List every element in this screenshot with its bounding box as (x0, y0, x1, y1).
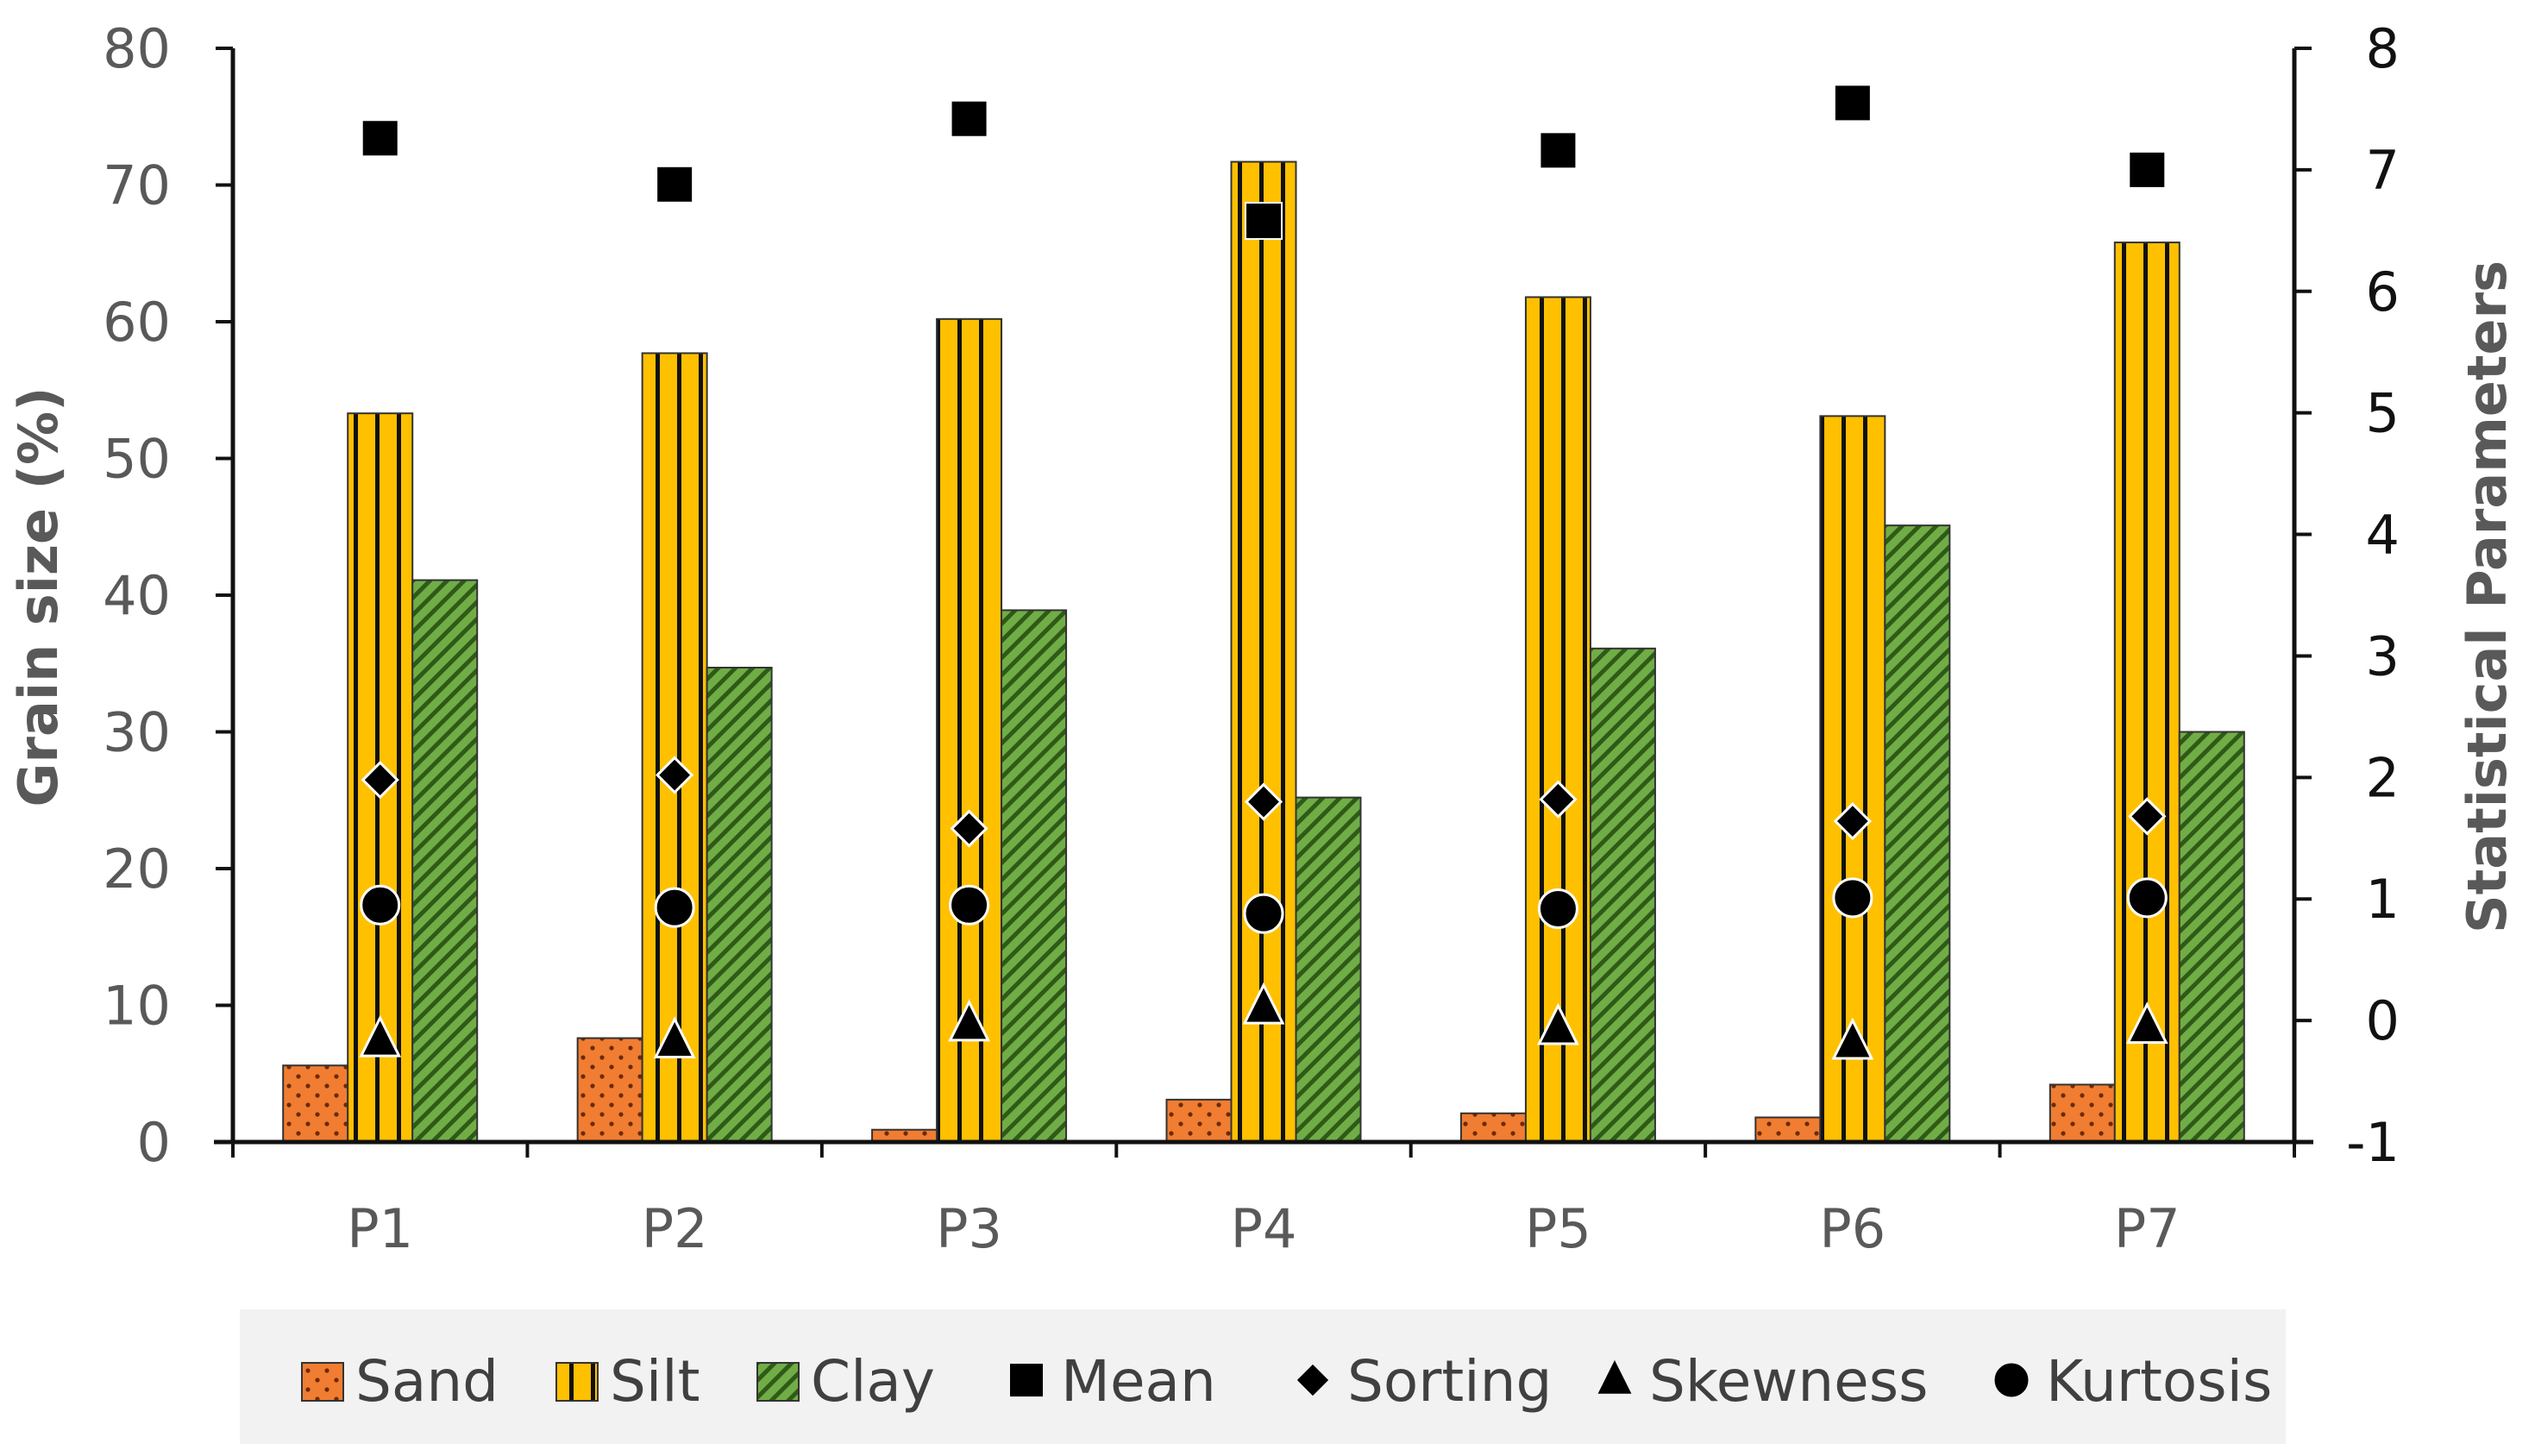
legend-label-kurtosis: Kurtosis (2046, 1348, 2272, 1415)
y-left-tick-label: 40 (103, 564, 171, 627)
bar-sand-p6 (1754, 1116, 1822, 1143)
marker-kurtosis-p4 (1243, 893, 1284, 934)
legend-marker-skewness (1597, 1359, 1632, 1394)
marker-sorting-p6 (1833, 801, 1872, 841)
y-left-tick-label: 80 (103, 17, 171, 80)
bar-clay-p4 (1295, 796, 1362, 1144)
y-right-tick-label: 4 (2366, 504, 2400, 567)
legend-marker-kurtosis (1994, 1363, 2029, 1397)
marker-mean-p1 (361, 119, 399, 158)
marker-kurtosis-p6 (1832, 877, 1873, 919)
y-left-tick-label: 30 (103, 701, 171, 764)
legend-marker-mean (1010, 1364, 1043, 1396)
bar-sand-p4 (1165, 1098, 1233, 1143)
legend-label-clay: Clay (811, 1348, 935, 1415)
x-tick-label: P1 (347, 1197, 413, 1260)
y-right-tick-label: 7 (2366, 139, 2400, 202)
y-right-tick-label: -1 (2346, 1111, 2400, 1174)
y-right-tick-label: 1 (2366, 868, 2400, 931)
x-tick-label: P7 (2114, 1197, 2180, 1260)
bar-clay-p7 (2178, 731, 2245, 1143)
y-left-tick-label: 0 (137, 1111, 171, 1174)
marker-mean-p5 (1539, 131, 1578, 170)
bar-clay-p6 (1884, 524, 1951, 1143)
marker-skewness-p4 (1242, 982, 1285, 1025)
legend-label-silt: Silt (610, 1348, 700, 1415)
legend-box (240, 1309, 2286, 1444)
y-left-tick-label: 60 (103, 291, 171, 354)
marker-mean-p4 (1245, 202, 1283, 241)
marker-mean-p7 (2128, 150, 2167, 189)
y-left-tick-label: 70 (103, 154, 171, 217)
y-axis-left-label: Grain size (%) (7, 387, 70, 807)
bar-silt-p2 (641, 352, 708, 1143)
marker-skewness-p3 (948, 999, 990, 1042)
marker-sorting-p3 (950, 809, 988, 848)
marker-mean-p6 (1833, 84, 1872, 122)
x-tick-label: P3 (936, 1197, 1002, 1260)
marker-kurtosis-p5 (1537, 888, 1578, 929)
y-right-tick-label: 0 (2366, 989, 2400, 1052)
y-right-tick-label: 3 (2366, 624, 2400, 687)
marker-sorting-p4 (1244, 782, 1283, 821)
x-tick-label: P5 (1525, 1197, 1591, 1260)
legend-swatch-sand (301, 1362, 344, 1402)
y-left-tick-label: 10 (103, 975, 171, 1038)
y-right-tick-label: 5 (2366, 382, 2400, 445)
x-tick-label: P2 (642, 1197, 708, 1260)
marker-skewness-p5 (1537, 1002, 1579, 1045)
bar-sand-p1 (282, 1064, 349, 1143)
marker-mean-p2 (656, 165, 694, 204)
legend-label-mean: Mean (1061, 1348, 1216, 1415)
legend-marker-sorting (1296, 1364, 1329, 1396)
marker-kurtosis-p3 (949, 884, 990, 926)
x-tick-label: P4 (1231, 1197, 1297, 1260)
legend-label-sorting: Sorting (1347, 1348, 1552, 1415)
marker-sorting-p7 (2128, 797, 2167, 836)
y-left-tick-label: 20 (103, 838, 171, 901)
y-left-tick-label: 50 (103, 428, 171, 491)
legend-label-sand: Sand (355, 1348, 499, 1415)
marker-skewness-p6 (1831, 1017, 1874, 1060)
legend-swatch-silt (555, 1362, 599, 1402)
y-right-tick-label: 6 (2366, 260, 2400, 323)
marker-skewness-p7 (2125, 1001, 2168, 1045)
marker-sorting-p1 (361, 761, 399, 800)
bar-silt-p7 (2113, 242, 2180, 1144)
legend-swatch-clay (756, 1362, 800, 1402)
marker-kurtosis-p1 (360, 884, 401, 926)
marker-skewness-p1 (359, 1014, 402, 1057)
marker-sorting-p2 (656, 756, 694, 794)
y-right-tick-label: 2 (2366, 746, 2400, 809)
y-right-tick-label: 8 (2366, 17, 2400, 80)
marker-sorting-p5 (1539, 780, 1578, 819)
bar-clay-p5 (1589, 647, 1656, 1143)
bar-sand-p5 (1459, 1112, 1527, 1143)
y-axis-right-label: Statistical Parameters (2456, 260, 2519, 933)
bar-sand-p2 (576, 1037, 643, 1144)
marker-kurtosis-p2 (654, 887, 695, 928)
bar-clay-p3 (1001, 609, 1068, 1143)
legend-label-skewness: Skewness (1649, 1348, 1929, 1415)
marker-kurtosis-p7 (2126, 877, 2168, 919)
x-tick-label: P6 (1819, 1197, 1886, 1260)
marker-skewness-p2 (653, 1016, 696, 1059)
bar-clay-p1 (411, 579, 479, 1143)
marker-mean-p3 (950, 99, 988, 138)
bar-sand-p7 (2049, 1083, 2116, 1144)
bar-clay-p2 (706, 667, 773, 1143)
